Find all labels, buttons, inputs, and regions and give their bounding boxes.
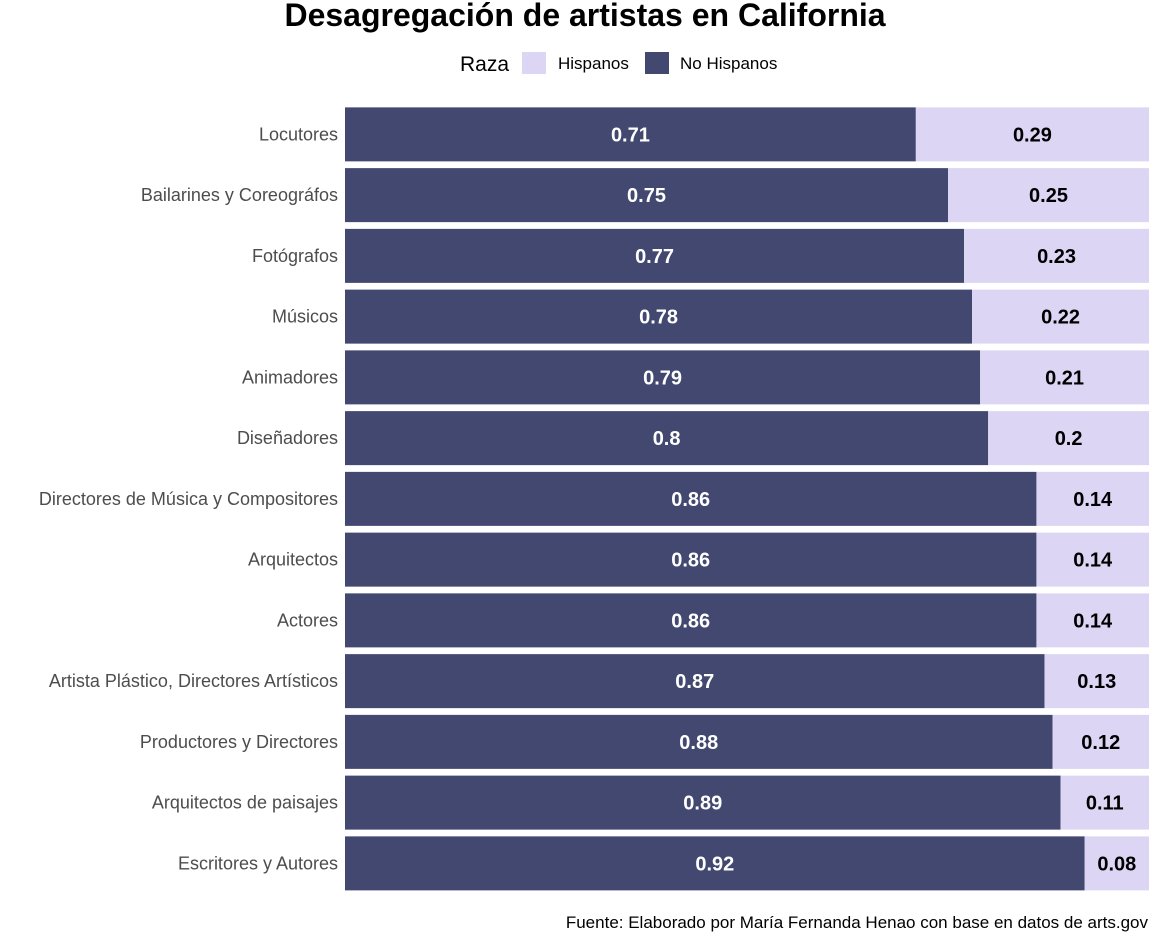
bar-row: Arquitectos 0.86 0.14 xyxy=(248,532,1149,587)
data-label-no-hispanos: 0.86 xyxy=(671,610,710,632)
data-label-no-hispanos: 0.79 xyxy=(643,367,682,389)
data-label-hispanos: 0.21 xyxy=(1045,367,1084,389)
bar-segment-hispanos xyxy=(1060,775,1149,830)
category-label: Locutores xyxy=(259,124,338,144)
bar-segment-hispanos xyxy=(1036,532,1149,587)
category-label: Bailarines y Coreográfos xyxy=(141,185,338,205)
data-label-hispanos: 0.12 xyxy=(1081,732,1120,754)
data-label-hispanos: 0.22 xyxy=(1041,307,1080,329)
bar-row: Directores de Música y Compositores 0.86 0… xyxy=(39,471,1149,526)
data-label-hispanos: 0.25 xyxy=(1029,185,1068,207)
bar-segment-hispanos xyxy=(1036,593,1149,648)
bar-row: Músicos 0.78 0.22 xyxy=(272,289,1149,344)
category-label: Arquitectos xyxy=(248,550,338,570)
data-label-no-hispanos: 0.87 xyxy=(675,671,714,693)
plot-area: Locutores 0.71 0.29 Bailarines y Coreográfo… xyxy=(39,107,1149,891)
data-label-hispanos: 0.14 xyxy=(1073,550,1113,572)
category-label: Directores de Música y Compositores xyxy=(39,489,338,509)
data-label-hispanos: 0.29 xyxy=(1013,124,1052,146)
bar-row: Productores y Directores 0.88 0.12 xyxy=(140,714,1149,769)
bar-row: Locutores 0.71 0.29 xyxy=(259,107,1149,162)
data-label-no-hispanos: 0.92 xyxy=(695,853,734,875)
bar-segment-no-hispanos xyxy=(345,350,981,405)
data-label-hispanos: 0.23 xyxy=(1037,246,1076,268)
bar-segment-hispanos xyxy=(972,289,1149,344)
legend-swatch-hispanos xyxy=(522,52,546,74)
bar-segment-hispanos xyxy=(964,228,1149,283)
bar-row: Artista Plástico, Directores Artísticos 0… xyxy=(49,654,1149,709)
category-label: Artista Plástico, Directores Artísticos xyxy=(49,671,338,691)
category-label: Músicos xyxy=(272,307,338,327)
bar-segment-no-hispanos xyxy=(345,532,1037,587)
bar-segment-no-hispanos xyxy=(345,654,1045,709)
bar-segment-no-hispanos xyxy=(345,411,989,466)
data-label-no-hispanos: 0.75 xyxy=(627,185,666,207)
bar-segment-no-hispanos xyxy=(345,107,916,162)
bar-row: Actores 0.86 0.14 xyxy=(277,593,1149,648)
category-label: Fotógrafos xyxy=(252,246,338,266)
bar-segment-no-hispanos xyxy=(345,471,1037,526)
category-label: Escritores y Autores xyxy=(178,853,338,873)
category-label: Animadores xyxy=(242,367,338,387)
data-label-no-hispanos: 0.88 xyxy=(679,732,718,754)
data-label-no-hispanos: 0.78 xyxy=(639,307,678,329)
bar-segment-no-hispanos xyxy=(345,228,965,283)
bar-row: Arquitectos de paisajes 0.89 0.11 xyxy=(152,775,1149,830)
category-label: Productores y Directores xyxy=(140,732,338,752)
data-label-hispanos: 0.14 xyxy=(1073,610,1113,632)
data-label-no-hispanos: 0.71 xyxy=(611,124,650,146)
data-label-hispanos: 0.11 xyxy=(1086,793,1124,815)
category-label: Actores xyxy=(277,610,338,630)
category-label: Diseñadores xyxy=(237,428,338,448)
bar-row: Fotógrafos 0.77 0.23 xyxy=(252,228,1149,283)
data-label-no-hispanos: 0.89 xyxy=(683,793,722,815)
bar-segment-hispanos xyxy=(1052,714,1149,769)
chart-title: Desagregación de artistas en California xyxy=(284,0,885,33)
bar-segment-no-hispanos xyxy=(345,289,973,344)
data-label-no-hispanos: 0.86 xyxy=(671,489,710,511)
legend-label-no-hispanos: No Hispanos xyxy=(680,54,777,73)
data-label-no-hispanos: 0.86 xyxy=(671,550,710,572)
legend-swatch-no-hispanos xyxy=(645,52,669,74)
bar-segment-hispanos xyxy=(1084,836,1149,891)
data-label-hispanos: 0.08 xyxy=(1097,853,1136,875)
bar-segment-hispanos xyxy=(1036,471,1149,526)
bar-row: Bailarines y Coreográfos 0.75 0.25 xyxy=(141,168,1149,223)
bar-row: Escritores y Autores 0.92 0.08 xyxy=(178,836,1149,891)
data-label-hispanos: 0.2 xyxy=(1055,428,1083,450)
bar-segment-hispanos xyxy=(1044,654,1149,709)
bar-segment-no-hispanos xyxy=(345,714,1053,769)
data-label-hispanos: 0.13 xyxy=(1077,671,1116,693)
data-label-no-hispanos: 0.8 xyxy=(653,428,681,450)
bar-segment-hispanos xyxy=(948,168,1149,223)
bar-segment-no-hispanos xyxy=(345,168,948,223)
bar-segment-hispanos xyxy=(980,350,1149,405)
legend-title: Raza xyxy=(460,53,509,76)
chart-caption: Fuente: Elaborado por María Fernanda Hen… xyxy=(566,913,1149,932)
bar-segment-hispanos xyxy=(988,411,1149,466)
category-label: Arquitectos de paisajes xyxy=(152,793,338,813)
bar-segment-no-hispanos xyxy=(345,593,1037,648)
bar-row: Animadores 0.79 0.21 xyxy=(242,350,1149,405)
bar-segment-no-hispanos xyxy=(345,775,1061,830)
data-label-hispanos: 0.14 xyxy=(1073,489,1113,511)
data-label-no-hispanos: 0.77 xyxy=(635,246,674,268)
bar-segment-hispanos xyxy=(915,107,1149,162)
bar-segment-no-hispanos xyxy=(345,836,1085,891)
bar-row: Diseñadores 0.8 0.2 xyxy=(237,411,1149,466)
legend-label-hispanos: Hispanos xyxy=(558,54,629,73)
legend: Raza Hispanos No Hispanos xyxy=(460,52,777,76)
